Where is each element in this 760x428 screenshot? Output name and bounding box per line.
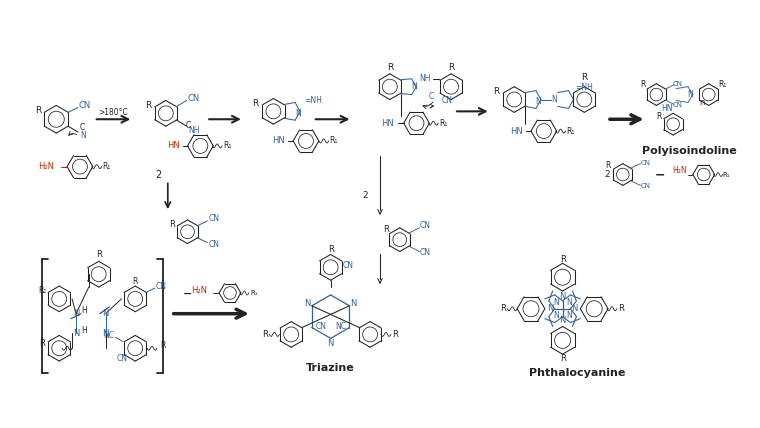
Text: N: N bbox=[559, 292, 565, 301]
Text: H₂N: H₂N bbox=[38, 162, 54, 171]
Text: Phthalocyanine: Phthalocyanine bbox=[529, 368, 625, 378]
Text: R: R bbox=[328, 245, 334, 254]
Text: C: C bbox=[429, 92, 434, 101]
Text: =NH: =NH bbox=[304, 96, 322, 105]
Text: NH: NH bbox=[420, 74, 431, 83]
Text: Polyisoindoline: Polyisoindoline bbox=[641, 146, 736, 156]
Text: HN: HN bbox=[661, 104, 673, 113]
Text: CN: CN bbox=[442, 96, 452, 105]
Text: R₁: R₁ bbox=[439, 119, 448, 128]
Text: HN: HN bbox=[510, 127, 523, 136]
Text: R: R bbox=[500, 304, 506, 313]
Text: CN: CN bbox=[117, 354, 128, 363]
Text: N: N bbox=[103, 309, 109, 318]
Text: H: H bbox=[81, 326, 87, 335]
Text: R: R bbox=[581, 73, 587, 82]
Text: 2: 2 bbox=[155, 169, 161, 179]
Text: N: N bbox=[328, 339, 334, 348]
Text: R: R bbox=[448, 63, 454, 72]
Text: N: N bbox=[80, 131, 86, 140]
Text: CN: CN bbox=[420, 221, 431, 230]
Text: R₁: R₁ bbox=[718, 80, 727, 89]
Text: R: R bbox=[618, 304, 624, 313]
Text: Triazine: Triazine bbox=[306, 363, 355, 373]
Text: HN: HN bbox=[167, 141, 180, 150]
Text: N: N bbox=[412, 82, 417, 91]
Text: R: R bbox=[605, 161, 611, 170]
Text: C: C bbox=[79, 123, 84, 132]
Text: CN: CN bbox=[315, 322, 326, 331]
Text: −: − bbox=[655, 168, 666, 181]
Text: 2: 2 bbox=[604, 170, 610, 179]
Text: NH: NH bbox=[188, 125, 200, 134]
Text: HN: HN bbox=[272, 137, 285, 146]
Text: N: N bbox=[73, 329, 79, 338]
Text: N: N bbox=[350, 299, 357, 308]
Text: R: R bbox=[169, 220, 175, 229]
Text: R: R bbox=[96, 250, 102, 259]
Text: >180°C: >180°C bbox=[99, 108, 128, 117]
Text: 2: 2 bbox=[363, 191, 368, 200]
Text: N: N bbox=[551, 95, 556, 104]
Text: H₂N: H₂N bbox=[672, 166, 687, 175]
Text: R: R bbox=[252, 99, 258, 108]
Text: CN: CN bbox=[420, 248, 431, 257]
Text: R: R bbox=[145, 101, 151, 110]
Text: NC: NC bbox=[335, 322, 346, 331]
Text: n: n bbox=[698, 98, 705, 107]
Text: CN: CN bbox=[641, 183, 651, 189]
Text: CN: CN bbox=[79, 101, 91, 110]
Text: CN: CN bbox=[155, 282, 166, 291]
Text: HN: HN bbox=[382, 119, 394, 128]
Text: R: R bbox=[383, 225, 389, 234]
Text: N: N bbox=[687, 90, 693, 99]
Text: R: R bbox=[36, 106, 42, 115]
Text: CN: CN bbox=[209, 240, 220, 249]
Text: R: R bbox=[387, 63, 393, 72]
Text: N: N bbox=[305, 299, 311, 308]
Text: N: N bbox=[559, 316, 565, 325]
Text: R: R bbox=[640, 80, 645, 89]
Text: CN: CN bbox=[343, 261, 354, 270]
Text: R₁: R₁ bbox=[223, 141, 231, 150]
Text: N: N bbox=[566, 311, 572, 320]
Text: C: C bbox=[186, 121, 192, 130]
Text: R₁: R₁ bbox=[103, 162, 111, 171]
Text: CN: CN bbox=[209, 214, 220, 223]
Text: R₁: R₁ bbox=[566, 127, 575, 136]
Text: H: H bbox=[81, 306, 87, 315]
Text: R: R bbox=[392, 330, 397, 339]
Text: N: N bbox=[566, 298, 572, 307]
Text: R₁: R₁ bbox=[250, 290, 258, 296]
Text: CN: CN bbox=[187, 94, 200, 103]
Text: R: R bbox=[559, 255, 565, 264]
Text: R: R bbox=[132, 276, 138, 285]
Text: R₁: R₁ bbox=[723, 172, 730, 178]
Text: CN: CN bbox=[673, 81, 683, 87]
Text: R₁: R₁ bbox=[38, 286, 46, 295]
Text: R: R bbox=[657, 112, 662, 121]
Text: R: R bbox=[160, 341, 166, 350]
Text: N: N bbox=[295, 109, 301, 118]
Text: N: N bbox=[553, 311, 559, 320]
Text: N: N bbox=[572, 304, 578, 313]
Text: N: N bbox=[103, 329, 109, 338]
Text: N: N bbox=[73, 309, 79, 318]
Text: CN: CN bbox=[673, 102, 683, 108]
Text: H₂N: H₂N bbox=[192, 285, 207, 294]
Text: −: − bbox=[183, 289, 192, 299]
Text: R: R bbox=[40, 339, 46, 348]
Text: N: N bbox=[535, 97, 541, 106]
Text: N: N bbox=[547, 304, 554, 313]
Text: R: R bbox=[559, 354, 565, 363]
Text: R: R bbox=[262, 330, 268, 339]
Text: N: N bbox=[553, 298, 559, 307]
Text: NC: NC bbox=[103, 331, 114, 340]
Text: R₁: R₁ bbox=[329, 137, 337, 146]
Text: CN: CN bbox=[641, 160, 651, 166]
Text: R: R bbox=[493, 87, 499, 96]
Text: =NH: =NH bbox=[575, 83, 594, 92]
